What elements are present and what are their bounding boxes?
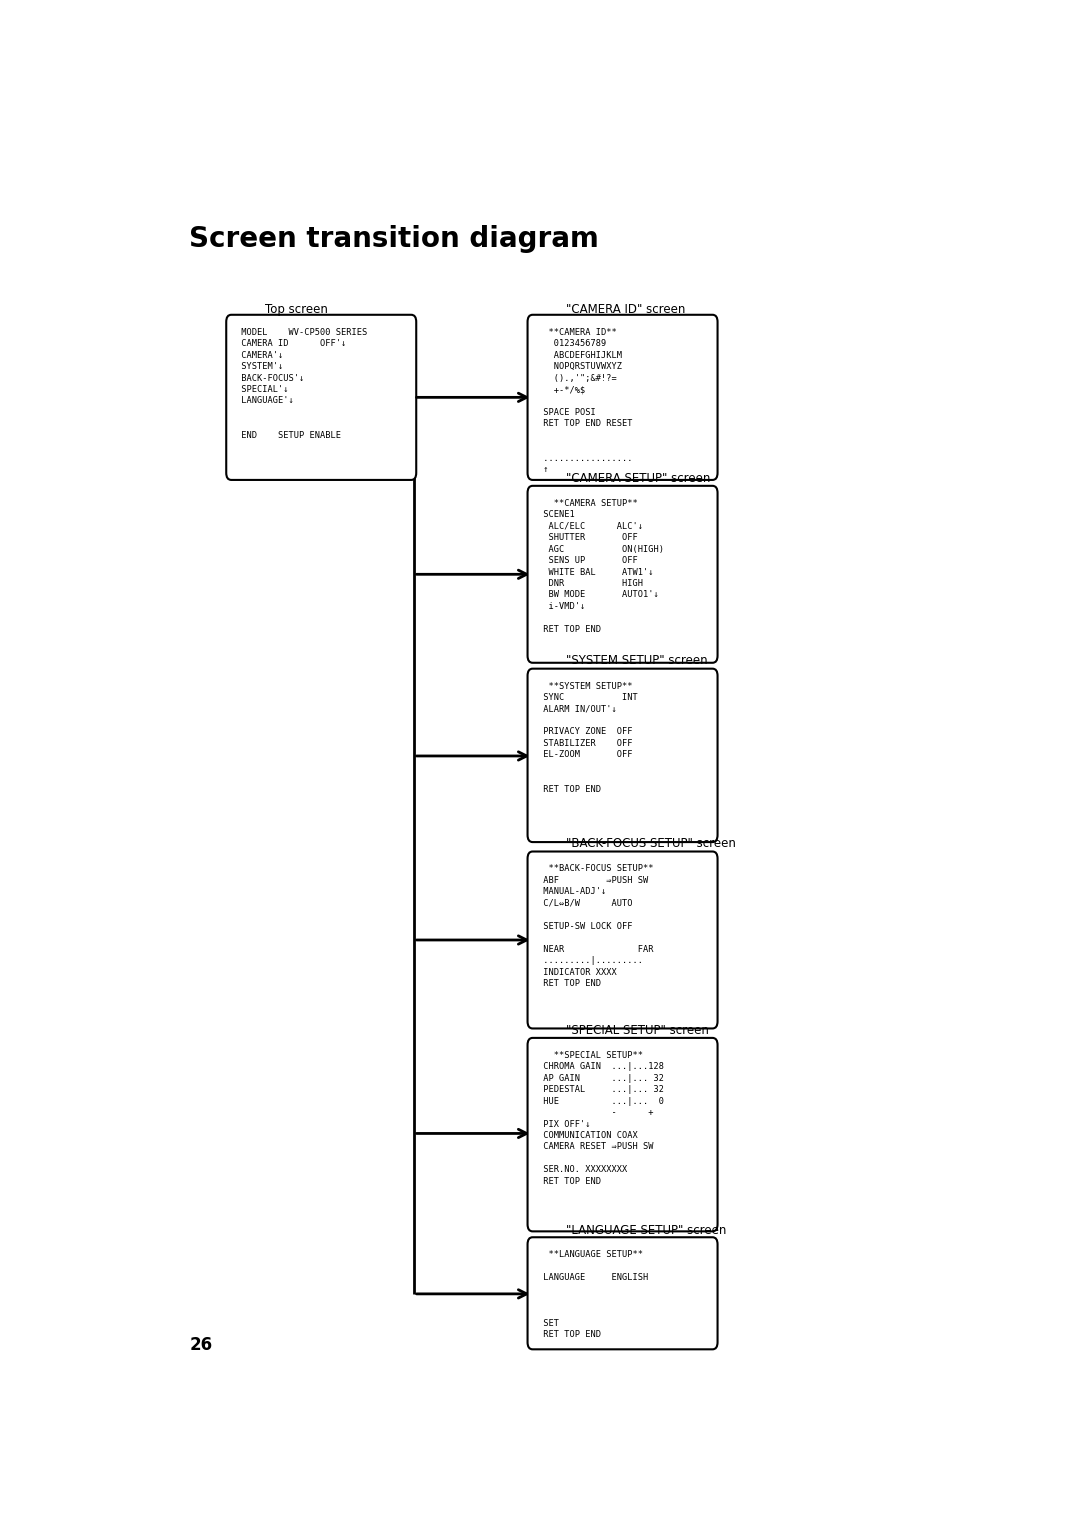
Text: **CAMERA ID**
   0123456789
   ABCDEFGHIJKLM
   NOPQRSTUVWXYZ
   ().,'";&#!?=
  : **CAMERA ID** 0123456789 ABCDEFGHIJKLM N… xyxy=(538,328,632,475)
FancyBboxPatch shape xyxy=(527,1238,717,1350)
Text: MODEL    WV-CP500 SERIES
 CAMERA ID      OFF'↓
 CAMERA'↓
 SYSTEM'↓
 BACK-FOCUS'↓: MODEL WV-CP500 SERIES CAMERA ID OFF'↓ CA… xyxy=(237,328,367,440)
FancyBboxPatch shape xyxy=(527,852,717,1028)
Text: Screen transition diagram: Screen transition diagram xyxy=(189,225,599,253)
FancyBboxPatch shape xyxy=(527,668,717,843)
Text: **SPECIAL SETUP**
 CHROMA GAIN  ...|...128
 AP GAIN      ...|... 32
 PEDESTAL   : **SPECIAL SETUP** CHROMA GAIN ...|...128… xyxy=(538,1051,663,1186)
FancyBboxPatch shape xyxy=(527,1037,717,1232)
Text: "BACK-FOCUS SETUP" screen: "BACK-FOCUS SETUP" screen xyxy=(566,838,735,850)
Text: **BACK-FOCUS SETUP**
 ABF         ⇒PUSH SW
 MANUAL-ADJ'↓
 C/L⇔B/W      AUTO

 SE: **BACK-FOCUS SETUP** ABF ⇒PUSH SW MANUAL… xyxy=(538,864,653,988)
Text: "SPECIAL SETUP" screen: "SPECIAL SETUP" screen xyxy=(566,1023,708,1037)
Text: "SYSTEM SETUP" screen: "SYSTEM SETUP" screen xyxy=(566,654,707,668)
Text: "CAMERA ID" screen: "CAMERA ID" screen xyxy=(566,303,686,316)
Text: **LANGUAGE SETUP**

 LANGUAGE     ENGLISH



 SET
 RET TOP END: **LANGUAGE SETUP** LANGUAGE ENGLISH SET … xyxy=(538,1250,648,1339)
FancyBboxPatch shape xyxy=(527,314,717,480)
Text: **SYSTEM SETUP**
 SYNC           INT
 ALARM IN/OUT'↓

 PRIVACY ZONE  OFF
 STABIL: **SYSTEM SETUP** SYNC INT ALARM IN/OUT'↓… xyxy=(538,682,637,794)
Text: "CAMERA SETUP" screen: "CAMERA SETUP" screen xyxy=(566,472,711,484)
FancyBboxPatch shape xyxy=(527,486,717,663)
Text: 26: 26 xyxy=(189,1336,213,1354)
Text: "LANGUAGE SETUP" screen: "LANGUAGE SETUP" screen xyxy=(566,1224,727,1238)
Text: **CAMERA SETUP**
 SCENE1
  ALC/ELC      ALC'↓
  SHUTTER       OFF
  AGC         : **CAMERA SETUP** SCENE1 ALC/ELC ALC'↓ SH… xyxy=(538,499,663,634)
Text: Top screen: Top screen xyxy=(265,303,327,316)
FancyBboxPatch shape xyxy=(226,314,416,480)
